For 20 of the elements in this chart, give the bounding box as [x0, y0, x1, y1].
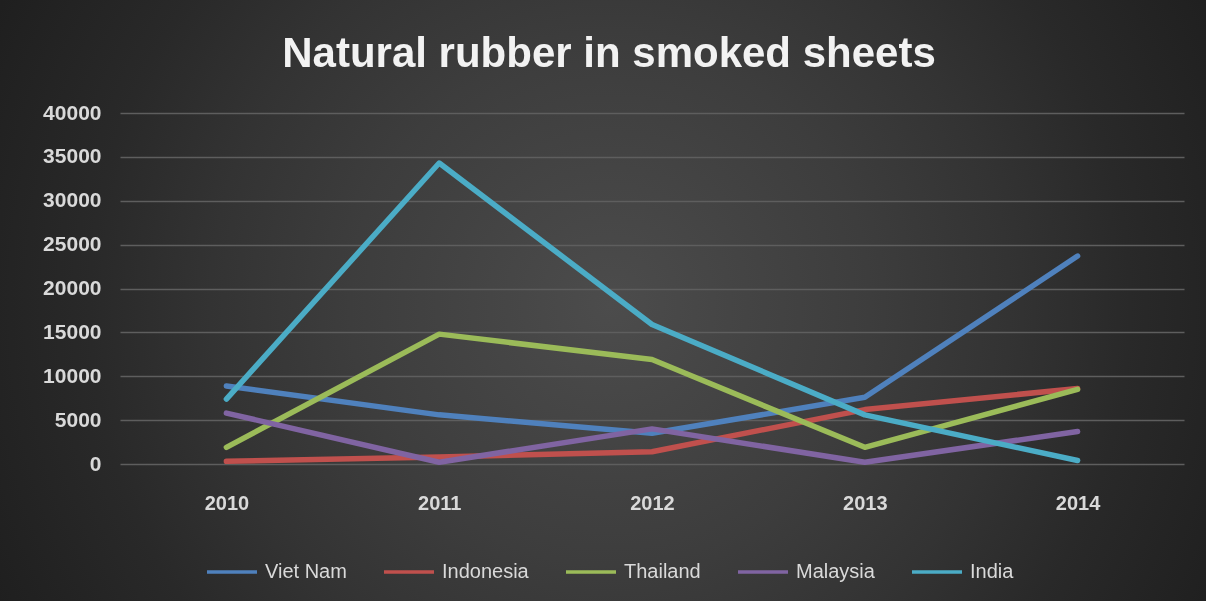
- x-tick-label: 2010: [204, 491, 250, 514]
- y-tick-label: 25000: [43, 232, 102, 256]
- x-tick-label: 2014: [1055, 491, 1102, 514]
- y-tick-label: 20000: [43, 276, 102, 299]
- legend-label: Viet Nam: [265, 560, 347, 582]
- legend-label: Thailand: [624, 560, 701, 582]
- x-tick-label: 2013: [843, 491, 888, 514]
- chart-title: Natural rubber in smoked sheets: [282, 29, 936, 76]
- legend-label: India: [970, 560, 1015, 582]
- y-tick-label: 30000: [43, 188, 102, 212]
- y-tick-label: 35000: [43, 144, 102, 168]
- y-tick-label: 10000: [43, 363, 102, 387]
- y-tick-label: 15000: [43, 319, 102, 343]
- x-tick-label: 2012: [630, 491, 675, 514]
- y-tick-label: 0: [89, 451, 102, 475]
- y-tick-label: 5000: [54, 407, 102, 431]
- legend-label: Indonesia: [442, 560, 530, 582]
- legend-label: Malaysia: [796, 560, 876, 582]
- x-tick-label: 2011: [418, 491, 462, 514]
- y-tick-label: 40000: [43, 100, 102, 124]
